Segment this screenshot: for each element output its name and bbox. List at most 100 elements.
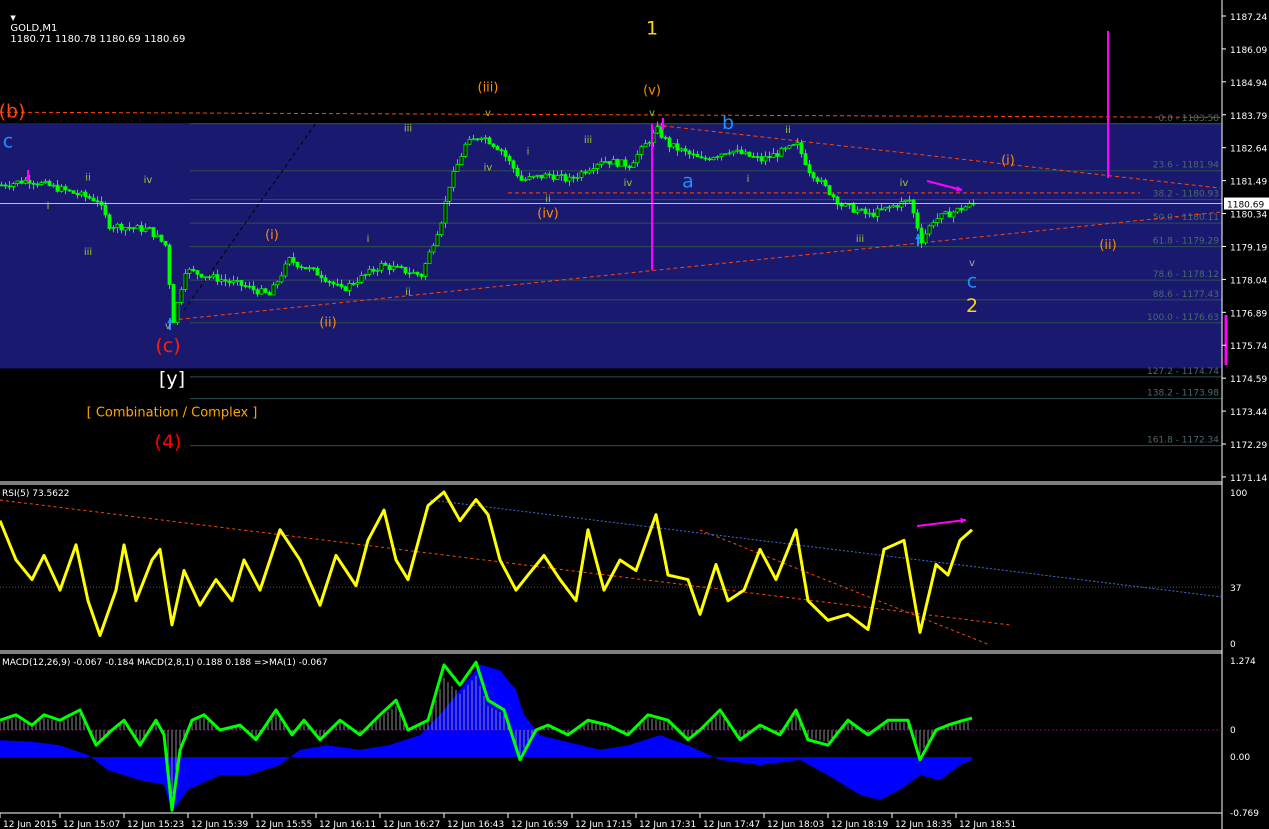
wave-label: 2 xyxy=(966,295,978,317)
candle xyxy=(643,143,648,148)
wave-label: ii xyxy=(785,125,791,136)
time-tick-label: 12 Jun 15:23 xyxy=(127,820,184,829)
candle xyxy=(359,275,364,283)
candle xyxy=(499,149,504,152)
candle xyxy=(0,184,4,187)
ohlc-values: 1180.71 1180.78 1180.69 1180.69 xyxy=(10,34,186,45)
candle xyxy=(291,257,296,263)
candle xyxy=(11,183,16,187)
wave-label: (i) xyxy=(265,228,279,243)
candle xyxy=(883,206,888,210)
time-tick-label: 12 Jun 2015 xyxy=(3,820,57,829)
candle xyxy=(851,204,856,213)
dropdown-triangle-icon[interactable]: ▼ xyxy=(10,14,16,22)
candle xyxy=(551,174,556,180)
candle xyxy=(691,153,696,156)
candle xyxy=(379,262,384,271)
price-tick-label: 1174.59 xyxy=(1230,375,1267,385)
candle xyxy=(867,212,872,215)
candle xyxy=(695,154,700,158)
candle xyxy=(779,147,784,157)
candle xyxy=(703,157,708,160)
time-tick-label: 12 Jun 15:07 xyxy=(63,820,120,829)
candle xyxy=(591,168,596,171)
candle xyxy=(751,155,756,158)
candle xyxy=(235,280,240,282)
arrow-down-icon-head xyxy=(660,124,666,130)
time-tick-label: 12 Jun 18:51 xyxy=(959,820,1016,829)
time-tick-label: 12 Jun 18:19 xyxy=(831,820,888,829)
candle xyxy=(487,137,492,145)
candle xyxy=(811,172,816,179)
candle xyxy=(503,150,508,157)
candle xyxy=(47,180,52,187)
fib-label: 161.8 - 1172.34 xyxy=(1147,436,1219,446)
candle xyxy=(799,142,804,155)
candle xyxy=(711,157,716,161)
candle xyxy=(587,170,592,174)
fib-label: 61.8 - 1179.29 xyxy=(1153,237,1219,247)
candle xyxy=(179,289,184,303)
candle xyxy=(879,208,884,211)
target-zone xyxy=(0,123,1222,369)
candle xyxy=(655,126,660,134)
candle xyxy=(67,189,72,192)
macd-tick-label: 1.274 xyxy=(1230,657,1256,667)
candle xyxy=(915,212,920,229)
candle xyxy=(795,142,800,146)
candle xyxy=(707,158,712,161)
candle xyxy=(791,144,796,147)
candle xyxy=(759,156,764,162)
macd-tick-label: 0.00 xyxy=(1230,753,1250,763)
wave-label: ii xyxy=(85,172,91,183)
candle xyxy=(127,226,132,229)
arrow-right-icon xyxy=(916,519,967,527)
arrow-up-icon-head xyxy=(915,234,921,240)
candle xyxy=(395,265,400,268)
candle xyxy=(859,208,864,211)
candle xyxy=(23,179,28,184)
wave-label: ii xyxy=(545,194,551,205)
candle xyxy=(635,154,640,164)
candle xyxy=(531,175,536,178)
candle xyxy=(375,269,380,272)
macd-tick-label: -0.769 xyxy=(1230,809,1259,819)
candle xyxy=(335,283,340,286)
candle xyxy=(411,271,416,274)
candle xyxy=(739,149,744,155)
candle xyxy=(639,146,644,155)
wave-label: v xyxy=(969,258,975,269)
candle xyxy=(575,177,580,179)
candle xyxy=(807,164,812,174)
fib-label: 88.6 - 1177.43 xyxy=(1153,290,1219,300)
candle xyxy=(163,240,168,246)
candle xyxy=(899,201,904,208)
candle xyxy=(511,160,516,169)
candle xyxy=(87,196,92,199)
trendline xyxy=(171,211,1221,321)
time-tick-label: 12 Jun 18:03 xyxy=(767,820,824,829)
candle xyxy=(731,150,736,154)
candle xyxy=(679,148,684,151)
trendline xyxy=(0,111,1221,118)
candle xyxy=(467,139,472,145)
candle xyxy=(403,266,408,274)
fib-label: 0.0 - 1183.58 xyxy=(1159,114,1220,124)
wave-label: a xyxy=(682,170,694,192)
candle xyxy=(295,262,300,268)
macd-area xyxy=(0,664,972,813)
wave-label: (iii) xyxy=(478,81,499,96)
price-tick-label: 1180.34 xyxy=(1230,211,1267,221)
candle xyxy=(595,163,600,169)
candle xyxy=(631,162,636,169)
time-tick-label: 12 Jun 17:47 xyxy=(703,820,760,829)
arrow-right-icon xyxy=(926,180,963,191)
wave-label: v xyxy=(649,108,655,119)
candle xyxy=(819,179,824,182)
price-tick-label: 1171.14 xyxy=(1230,474,1267,484)
candle xyxy=(663,136,668,139)
wave-label: 1 xyxy=(646,17,658,39)
candle xyxy=(615,159,620,167)
candle xyxy=(327,281,332,283)
